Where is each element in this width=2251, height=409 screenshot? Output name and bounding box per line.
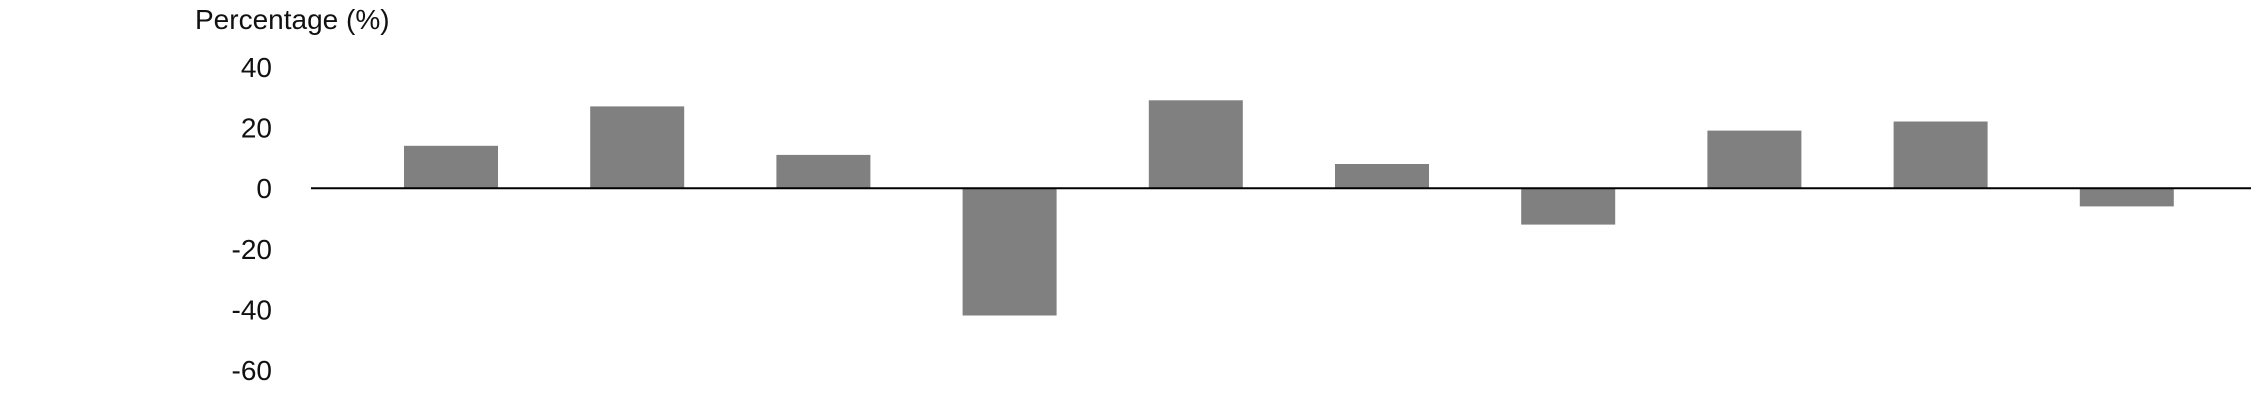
y-tick-label: 40: [241, 52, 272, 83]
bar: [962, 188, 1057, 316]
bar: [776, 154, 871, 189]
bar: [1521, 188, 1616, 225]
y-tick-label: 20: [241, 113, 272, 144]
y-tick-label: -40: [232, 294, 272, 325]
bars: [404, 100, 2174, 316]
bar: [2079, 188, 2174, 207]
bar: [1335, 164, 1429, 189]
y-axis-ticks: 40 20 0 -20 -40 -60: [232, 52, 272, 386]
y-tick-label: -60: [232, 355, 272, 386]
y-tick-label: -20: [232, 234, 272, 265]
bar: [1893, 121, 1988, 189]
bar: [1707, 130, 1802, 189]
bar: [404, 145, 498, 189]
bar: [590, 106, 685, 189]
bar: [1148, 100, 1243, 189]
y-tick-label: 0: [256, 173, 272, 204]
y-axis-label: Percentage (%): [195, 4, 390, 35]
